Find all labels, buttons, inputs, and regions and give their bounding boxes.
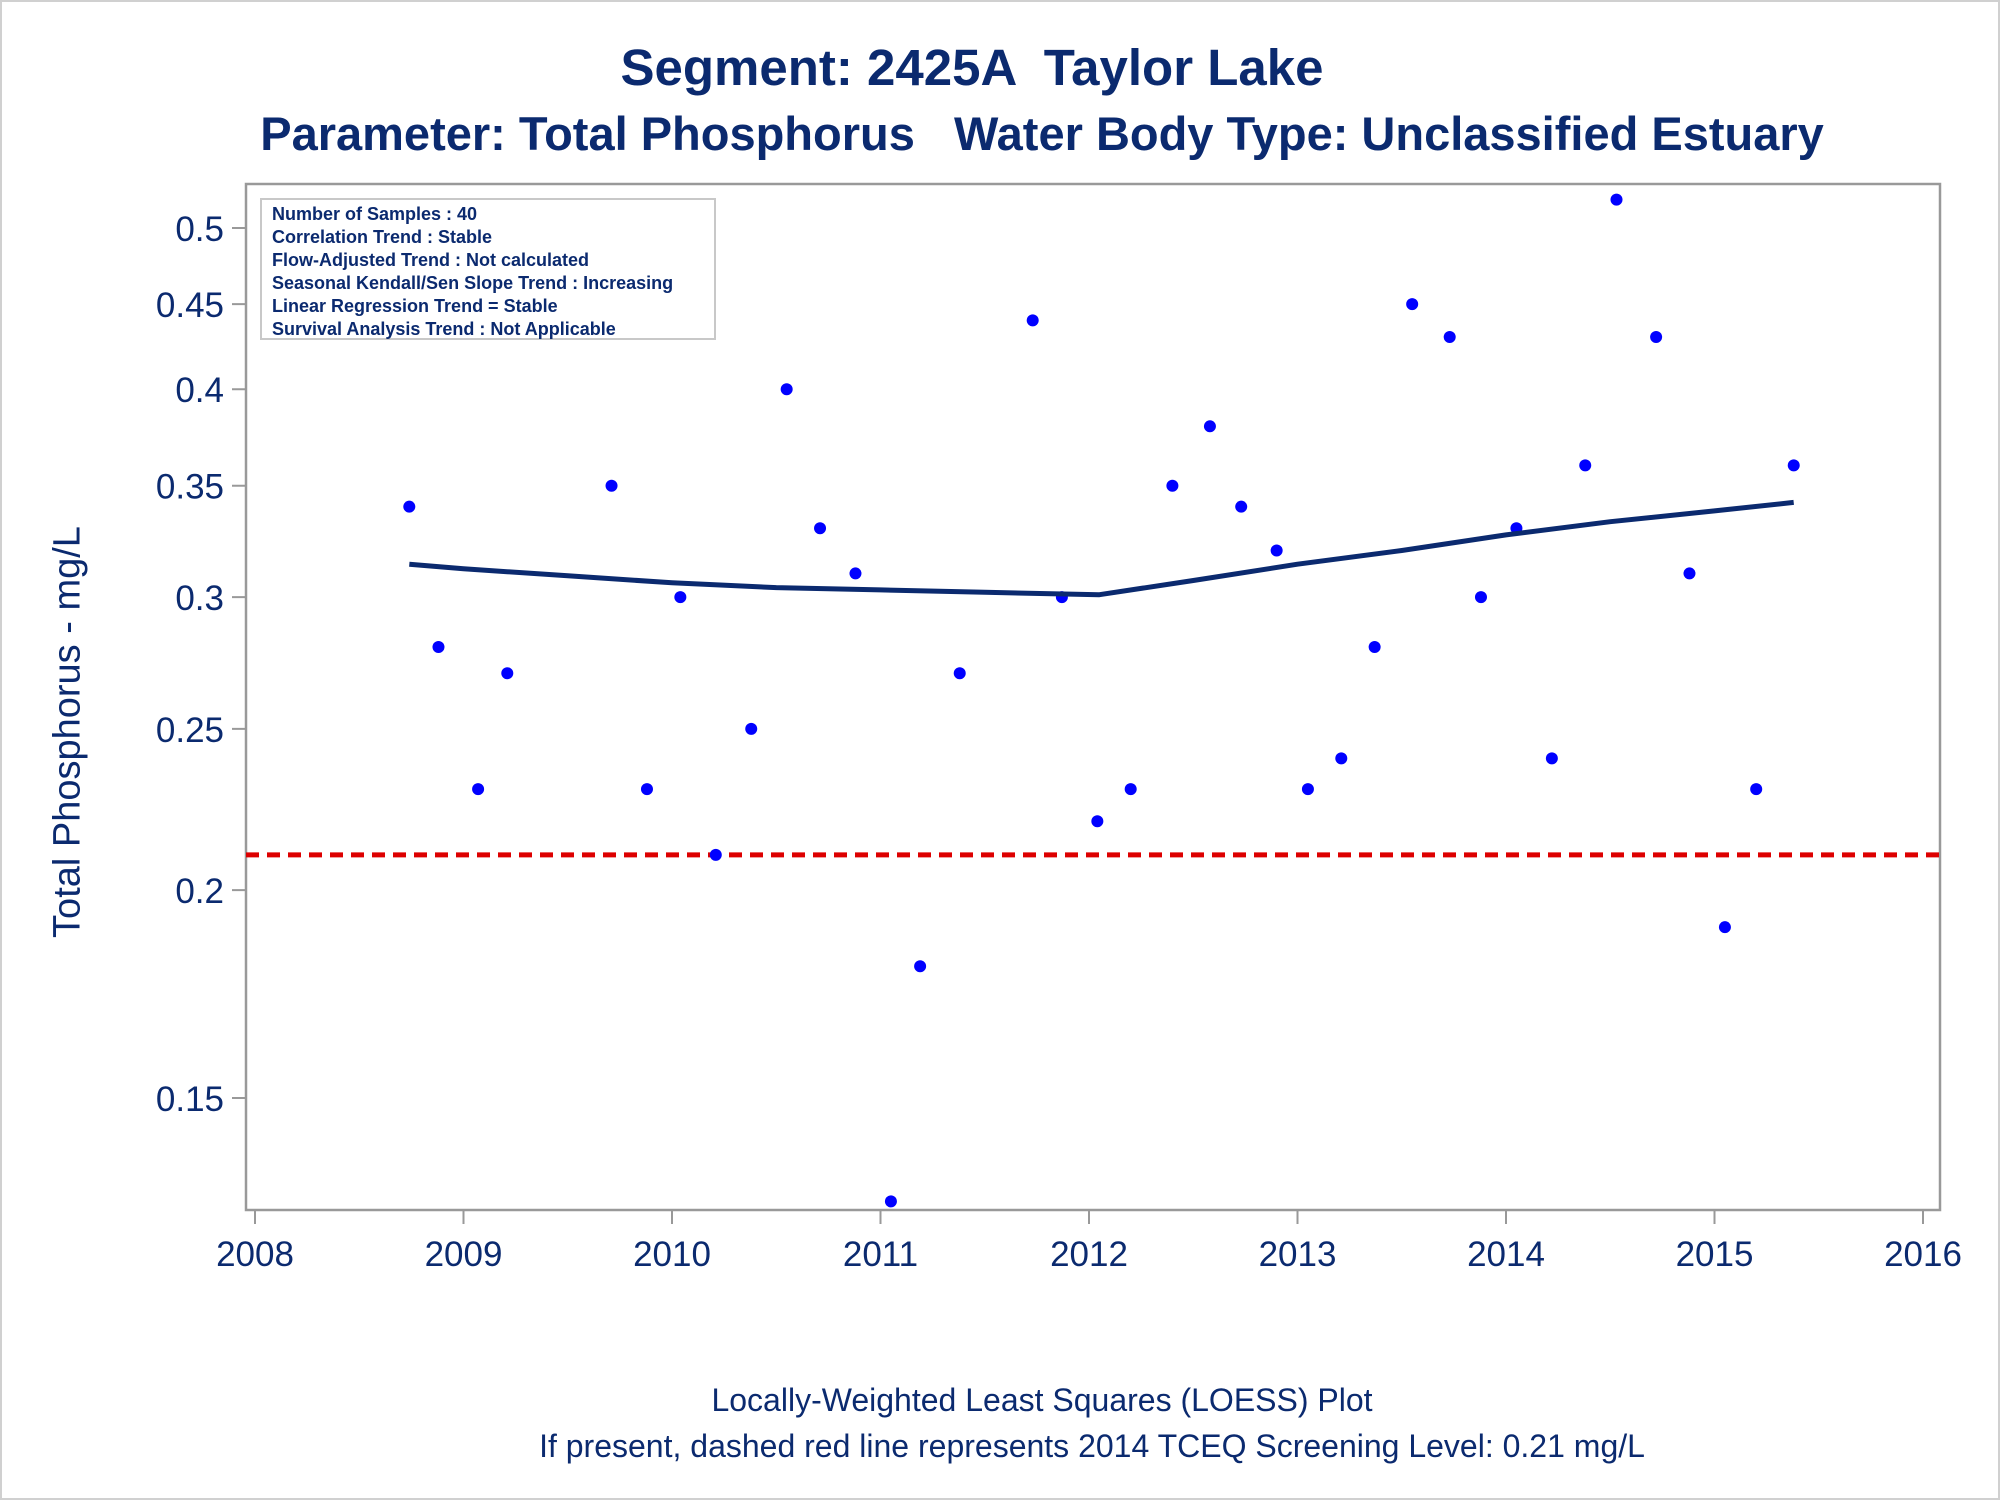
y-axis-label: Total Phosphorus - mg/L [46, 526, 89, 938]
data-point [709, 848, 722, 861]
data-point [1650, 330, 1663, 343]
data-point [1545, 752, 1558, 765]
data-point [1579, 459, 1592, 472]
data-point [953, 667, 966, 680]
data-point [1335, 752, 1348, 765]
data-point [1270, 544, 1283, 557]
data-point [1787, 459, 1800, 472]
stats-line-samples: Number of Samples : 40 [272, 204, 478, 224]
x-tick-label: 2015 [1676, 1235, 1754, 1274]
data-point [745, 722, 758, 735]
data-point [1443, 330, 1456, 343]
x-tick-label: 2012 [1050, 1235, 1128, 1274]
data-point [403, 500, 416, 513]
stats-line-correlation: Correlation Trend : Stable [272, 227, 493, 247]
x-tick-label: 2011 [843, 1235, 918, 1274]
data-point [1683, 567, 1696, 580]
data-point [1091, 815, 1104, 828]
data-point [884, 1195, 897, 1208]
data-point [501, 667, 514, 680]
plot-border [244, 182, 1942, 1212]
plot-area: 0.15 0.2 0.25 0.3 0.35 0.4 0.45 0.5 2008 2009 2010… [156, 182, 1962, 1274]
loess-curve [409, 499, 1794, 598]
stats-line-flow-adjusted: Flow-Adjusted Trend : Not calculated [272, 250, 590, 270]
stats-line-survival: Survival Analysis Trend : Not Applicable [272, 319, 616, 339]
data-point [605, 479, 618, 492]
data-point [1301, 783, 1314, 796]
footnote-loess: Locally-Weighted Least Squares (LOESS) P… [711, 1382, 1373, 1418]
data-point [914, 960, 927, 973]
y-tick-label: 0.2 [175, 872, 224, 911]
data-point [1026, 314, 1039, 327]
data-point [1124, 783, 1137, 796]
stats-line-linear-regression: Linear Regression Trend = Stable [272, 296, 558, 316]
statistics-box: Number of Samples : 40 Correlation Trend… [260, 198, 716, 340]
chart-title: Segment: 2425A Taylor Lake [620, 39, 1324, 96]
data-point [1610, 193, 1623, 206]
footnote-screening: If present, dashed red line represents 2… [539, 1428, 1645, 1464]
y-tick-label: 0.45 [156, 286, 224, 325]
stats-line-seasonal-kendall: Seasonal Kendall/Sen Slope Trend : Incre… [272, 273, 674, 293]
data-point [1203, 420, 1216, 433]
data-point [1750, 783, 1763, 796]
y-tick-label: 0.3 [175, 579, 224, 618]
x-tick-label: 2009 [425, 1235, 503, 1274]
data-point [432, 640, 445, 653]
data-point [1474, 591, 1487, 604]
y-tick-label: 0.4 [175, 371, 224, 410]
data-point [780, 383, 793, 396]
x-tick-label: 2010 [633, 1235, 711, 1274]
x-tick-label: 2014 [1467, 1235, 1545, 1274]
data-point [1718, 921, 1731, 934]
data-point [640, 783, 653, 796]
data-point [674, 591, 687, 604]
y-tick-label: 0.5 [175, 210, 224, 249]
y-tick-label: 0.25 [156, 711, 224, 750]
data-point [1166, 479, 1179, 492]
x-tick-label: 2008 [216, 1235, 294, 1274]
data-point [849, 567, 862, 580]
x-tick-label: 2013 [1259, 1235, 1337, 1274]
x-tick-label: 2016 [1884, 1235, 1962, 1274]
data-point [472, 783, 485, 796]
data-point [1368, 640, 1381, 653]
data-point [814, 522, 827, 535]
chart-subtitle: Parameter: Total Phosphorus Water Body T… [260, 107, 1824, 160]
data-point [1235, 500, 1248, 513]
y-tick-label: 0.35 [156, 468, 224, 507]
y-tick-label: 0.15 [156, 1080, 224, 1119]
data-point [1406, 298, 1419, 311]
